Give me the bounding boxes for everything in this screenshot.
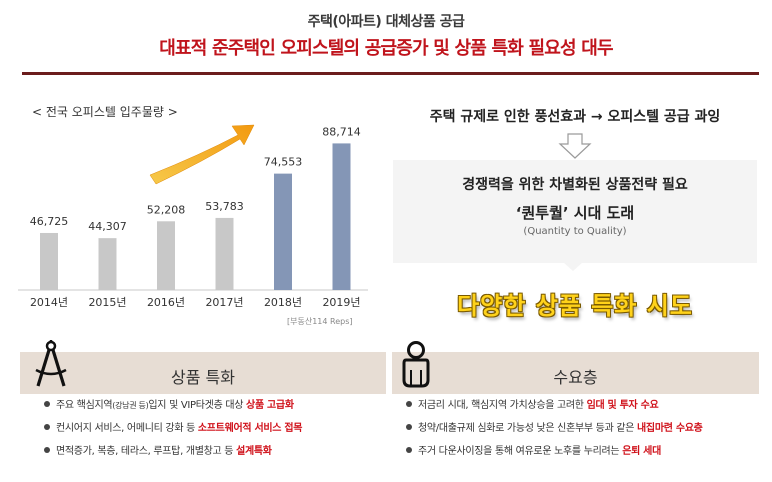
item-text: 면적증가, 복층, 테라스, 루프탑, 개별창고 등 (56, 446, 237, 457)
demand-header: 수요층 (392, 352, 759, 394)
product-specialization-list: 주요 핵심지역(강남권 등)입지 및 VIP타겟층 대상 상품 고급화 컨시어지… (44, 400, 302, 469)
item-highlight: 소프트웨어적 서비스 접목 (197, 423, 303, 434)
bar-2019년 (332, 143, 351, 290)
product-specialization-headline: 다양한 상품 특화 시도 (457, 292, 693, 320)
header-title: 대표적 준주택인 오피스텔의 공급증가 및 상품 특화 필요성 대두 (159, 38, 613, 59)
product-specialization-label: 상품 특화 (171, 368, 235, 387)
strategy-text: 경쟁력을 위한 차별화된 상품전략 필요 (462, 177, 688, 193)
bar-2015년 (98, 238, 117, 290)
value-label: 44,307 (88, 220, 127, 233)
bullet-icon (406, 401, 412, 407)
item-text: 청약/대출규제 심화로 가능성 낮은 신혼부부 등과 같은 (418, 423, 638, 434)
strategy-box-pointer (563, 262, 583, 271)
chart-title: < 전국 오피스텔 입주물량 > (32, 105, 178, 119)
compass-icon (35, 340, 67, 387)
quantity-quality-text: ‘퀀투퀄’ 시대 도래 (515, 204, 635, 222)
balloon-effect-text: 주택 규제로 인한 풍선효과 → 오피스텔 공급 과잉 (429, 109, 721, 125)
item-text: 주요 핵심지역 (56, 400, 113, 411)
list-item: 면적증가, 복층, 테라스, 루프탑, 개별창고 등 설계특화 (44, 446, 302, 458)
list-item: 주요 핵심지역(강남권 등)입지 및 VIP타겟층 대상 상품 고급화 (44, 400, 302, 412)
value-label: 74,553 (264, 156, 303, 169)
item-text: 입지 및 VIP타겟층 대상 (148, 400, 247, 411)
header-subtitle: 주택(아파트) 대체상품 공급 (307, 14, 465, 30)
bar-2018년 (274, 173, 292, 290)
quantity-quality-english: (Quantity to Quality) (523, 226, 627, 237)
bullet-icon (44, 447, 50, 453)
item-text: 컨시어지 서비스, 어메니티 강화 등 (56, 423, 198, 434)
strategy-box: 경쟁력을 위한 차별화된 상품전략 필요 ‘퀀투퀄’ 시대 도래 (Quanti… (393, 160, 757, 263)
bar-2016년 (157, 221, 175, 290)
bullet-icon (44, 424, 50, 430)
value-label: 52,208 (147, 203, 186, 216)
upward-trend-arrow (149, 124, 255, 185)
product-specialization-header: 상품 특화 (20, 352, 386, 394)
x-tick-label: 2015년 (88, 296, 126, 309)
supply-bar-chart: 46,725 44,307 52,208 53,783 74,553 88,714 201… (18, 124, 368, 309)
bullet-icon (406, 447, 412, 453)
item-text: 주거 다운사이징을 통해 여유로운 노후를 누리려는 (418, 446, 623, 457)
item-text: 저금리 시대, 핵심지역 가치상승을 고려한 (418, 400, 587, 411)
bar-2014년 (40, 232, 58, 290)
x-tick-label: 2017년 (205, 296, 243, 309)
x-tick-label: 2016년 (147, 296, 185, 309)
x-tick-label: 2018년 (264, 296, 302, 309)
item-highlight: 임대 및 투자 수요 (586, 400, 659, 411)
list-item: 주거 다운사이징을 통해 여유로운 노후를 누리려는 은퇴 세대 (406, 446, 703, 458)
list-item: 컨시어지 서비스, 어메니티 강화 등 소프트웨어적 서비스 접목 (44, 423, 302, 435)
down-arrow-icon (558, 133, 592, 159)
title-divider (22, 72, 759, 75)
item-highlight: 은퇴 세대 (622, 446, 661, 457)
list-item: 청약/대출규제 심화로 가능성 낮은 신혼부부 등과 같은 내집마련 수요층 (406, 423, 703, 435)
value-label: 46,725 (30, 215, 69, 228)
item-highlight: 내집마련 수요층 (637, 423, 703, 434)
bullet-icon (44, 401, 50, 407)
x-tick-label: 2019년 (322, 296, 360, 309)
bar-2017년 (215, 217, 234, 290)
demand-list: 저금리 시대, 핵심지역 가치상승을 고려한 임대 및 투자 수요 청약/대출규… (406, 400, 703, 469)
list-item: 저금리 시대, 핵심지역 가치상승을 고려한 임대 및 투자 수요 (406, 400, 703, 412)
chart-source: [부동산114 Reps] (287, 317, 353, 326)
value-label: 88,714 (322, 125, 361, 138)
item-note: (강남권 등) (112, 401, 149, 410)
bullet-icon (406, 424, 412, 430)
item-highlight: 설계특화 (236, 446, 272, 457)
x-tick-label: 2014년 (30, 296, 68, 309)
person-icon (402, 341, 430, 388)
item-highlight: 상품 고급화 (246, 400, 294, 411)
demand-label: 수요층 (553, 368, 598, 387)
value-label: 53,783 (205, 200, 244, 213)
